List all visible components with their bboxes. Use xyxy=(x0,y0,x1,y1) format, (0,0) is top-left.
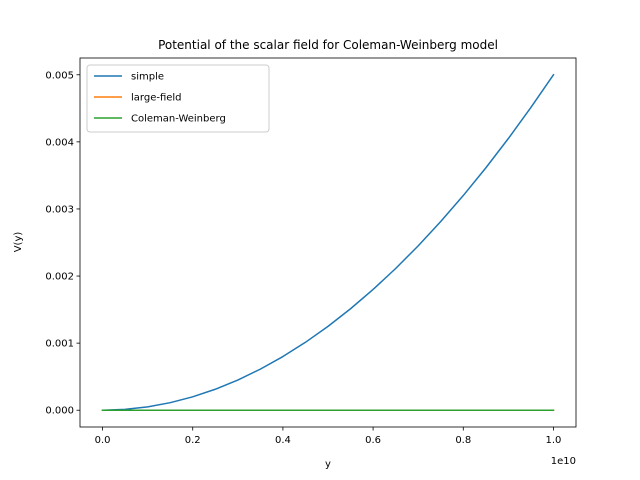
x-tick-label: 0.6 xyxy=(365,435,381,446)
y-tick-label: 0.005 xyxy=(45,70,74,81)
legend-label: simple xyxy=(131,72,164,83)
plot-area xyxy=(79,57,577,428)
series-group xyxy=(101,73,555,412)
y-tick-label: 0.004 xyxy=(45,137,74,148)
x-tick-label: 0.0 xyxy=(95,435,111,446)
y-axis-label: V(y) xyxy=(13,232,24,253)
y-axis-ticks: 0.000 0.001 0.002 0.003 0.004 0.005 xyxy=(45,70,80,417)
x-tick-label: 0.2 xyxy=(185,435,201,446)
chart-title: Potential of the scalar field for Colema… xyxy=(158,38,498,52)
axes-frame xyxy=(79,57,577,428)
x-axis-label: y xyxy=(325,459,331,470)
x-axis-offset-text: 1e10 xyxy=(551,456,576,467)
y-tick-label: 0.001 xyxy=(45,339,74,350)
legend: simple large-field Coleman-Weinberg xyxy=(86,64,270,133)
y-tick-label: 0.002 xyxy=(45,272,74,283)
x-tick-label: 1.0 xyxy=(546,435,562,446)
legend-label: large-field xyxy=(131,93,182,104)
x-axis-ticks: 0.0 0.2 0.4 0.6 0.8 1.0 xyxy=(95,427,562,446)
legend-label: Coleman-Weinberg xyxy=(131,114,226,125)
legend-box xyxy=(86,64,270,133)
x-tick-label: 0.4 xyxy=(275,435,291,446)
y-tick-label: 0.000 xyxy=(45,406,74,417)
x-tick-label: 0.8 xyxy=(455,435,471,446)
y-tick-label: 0.003 xyxy=(45,204,74,215)
series-line-simple xyxy=(101,73,555,412)
